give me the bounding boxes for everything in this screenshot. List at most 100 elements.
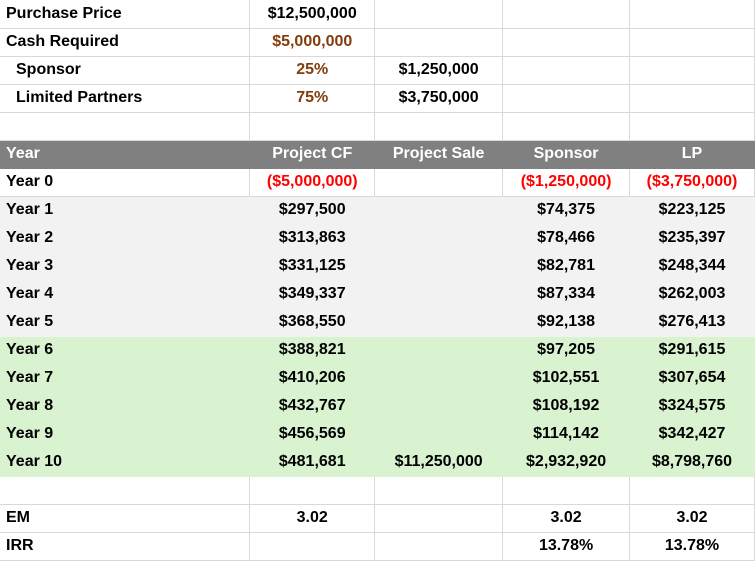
sponsor-cell[interactable]: $87,334 <box>502 280 631 309</box>
project-sale-cell[interactable] <box>374 392 504 421</box>
empty-cell[interactable] <box>249 476 376 505</box>
sponsor-amount[interactable]: $1,250,000 <box>374 56 504 85</box>
year-cell[interactable]: Year 3 <box>0 252 251 281</box>
irr-label[interactable]: IRR <box>0 532 251 561</box>
sponsor-cell[interactable]: $74,375 <box>502 196 631 225</box>
project-sale-cell[interactable] <box>374 252 504 281</box>
em-label[interactable]: EM <box>0 504 251 533</box>
empty-cell[interactable] <box>0 112 251 141</box>
empty-cell[interactable] <box>249 112 376 141</box>
project-sale-cell[interactable] <box>374 336 504 365</box>
header-project-sale[interactable]: Project Sale <box>374 140 504 169</box>
project-sale-cell[interactable] <box>374 196 504 225</box>
lp-pct[interactable]: 75% <box>249 84 376 113</box>
project-sale-cell[interactable] <box>374 420 504 449</box>
project-cf-cell[interactable]: $432,767 <box>249 392 376 421</box>
year-cell[interactable]: Year 4 <box>0 280 251 309</box>
project-cf-cell[interactable]: $481,681 <box>249 448 376 477</box>
sponsor-pct[interactable]: 25% <box>249 56 376 85</box>
project-cf-cell[interactable]: $456,569 <box>249 420 376 449</box>
empty-cell[interactable] <box>629 84 755 113</box>
lp-cell[interactable]: ($3,750,000) <box>629 168 755 197</box>
empty-cell[interactable] <box>374 476 504 505</box>
empty-cell[interactable] <box>629 28 755 57</box>
year-cell[interactable]: Year 2 <box>0 224 251 253</box>
year-cell[interactable]: Year 5 <box>0 308 251 337</box>
project-cf-cell[interactable]: $313,863 <box>249 224 376 253</box>
cash-required-label[interactable]: Cash Required <box>0 28 251 57</box>
empty-cell[interactable] <box>249 532 376 561</box>
sponsor-cell[interactable]: $78,466 <box>502 224 631 253</box>
sponsor-cell[interactable]: $82,781 <box>502 252 631 281</box>
header-project-cf[interactable]: Project CF <box>249 140 376 169</box>
project-sale-cell[interactable] <box>374 224 504 253</box>
sponsor-cell[interactable]: $114,142 <box>502 420 631 449</box>
empty-cell[interactable] <box>374 112 504 141</box>
project-sale-cell[interactable]: $11,250,000 <box>374 448 504 477</box>
empty-cell[interactable] <box>502 476 631 505</box>
sponsor-label[interactable]: Sponsor <box>0 56 251 85</box>
empty-cell[interactable] <box>374 532 504 561</box>
em-sponsor[interactable]: 3.02 <box>502 504 631 533</box>
cash-required-value[interactable]: $5,000,000 <box>249 28 376 57</box>
project-cf-cell[interactable]: $331,125 <box>249 252 376 281</box>
lp-label[interactable]: Limited Partners <box>0 84 251 113</box>
empty-cell[interactable] <box>502 56 631 85</box>
sponsor-cell[interactable]: $108,192 <box>502 392 631 421</box>
empty-cell[interactable] <box>629 56 755 85</box>
year-cell[interactable]: Year 9 <box>0 420 251 449</box>
lp-cell[interactable]: $307,654 <box>629 364 755 393</box>
lp-cell[interactable]: $276,413 <box>629 308 755 337</box>
purchase-price-value[interactable]: $12,500,000 <box>249 0 376 29</box>
project-cf-cell[interactable]: $410,206 <box>249 364 376 393</box>
project-sale-cell[interactable] <box>374 168 504 197</box>
year-cell[interactable]: Year 8 <box>0 392 251 421</box>
header-sponsor[interactable]: Sponsor <box>502 140 631 169</box>
lp-amount[interactable]: $3,750,000 <box>374 84 504 113</box>
lp-cell[interactable]: $235,397 <box>629 224 755 253</box>
sponsor-cell[interactable]: $2,932,920 <box>502 448 631 477</box>
project-cf-cell[interactable]: ($5,000,000) <box>249 168 376 197</box>
empty-cell[interactable] <box>502 112 631 141</box>
lp-cell[interactable]: $248,344 <box>629 252 755 281</box>
project-sale-cell[interactable] <box>374 364 504 393</box>
irr-lp[interactable]: 13.78% <box>629 532 755 561</box>
project-cf-cell[interactable]: $349,337 <box>249 280 376 309</box>
empty-cell[interactable] <box>502 0 631 29</box>
project-sale-cell[interactable] <box>374 308 504 337</box>
lp-cell[interactable]: $223,125 <box>629 196 755 225</box>
empty-cell[interactable] <box>0 476 251 505</box>
empty-cell[interactable] <box>629 112 755 141</box>
irr-sponsor[interactable]: 13.78% <box>502 532 631 561</box>
project-sale-cell[interactable] <box>374 280 504 309</box>
year-cell[interactable]: Year 7 <box>0 364 251 393</box>
empty-cell[interactable] <box>374 28 504 57</box>
project-cf-cell[interactable]: $368,550 <box>249 308 376 337</box>
empty-cell[interactable] <box>502 84 631 113</box>
year-cell[interactable]: Year 10 <box>0 448 251 477</box>
empty-cell[interactable] <box>629 0 755 29</box>
sponsor-cell[interactable]: $92,138 <box>502 308 631 337</box>
lp-cell[interactable]: $342,427 <box>629 420 755 449</box>
year-cell[interactable]: Year 0 <box>0 168 251 197</box>
lp-cell[interactable]: $262,003 <box>629 280 755 309</box>
sponsor-cell[interactable]: $97,205 <box>502 336 631 365</box>
header-lp[interactable]: LP <box>629 140 755 169</box>
header-year[interactable]: Year <box>0 140 251 169</box>
year-cell[interactable]: Year 1 <box>0 196 251 225</box>
purchase-price-label[interactable]: Purchase Price <box>0 0 251 29</box>
empty-cell[interactable] <box>374 504 504 533</box>
empty-cell[interactable] <box>374 0 504 29</box>
em-lp[interactable]: 3.02 <box>629 504 755 533</box>
lp-cell[interactable]: $324,575 <box>629 392 755 421</box>
em-project[interactable]: 3.02 <box>249 504 376 533</box>
empty-cell[interactable] <box>502 28 631 57</box>
lp-cell[interactable]: $8,798,760 <box>629 448 755 477</box>
project-cf-cell[interactable]: $297,500 <box>249 196 376 225</box>
year-cell[interactable]: Year 6 <box>0 336 251 365</box>
empty-cell[interactable] <box>629 476 755 505</box>
lp-cell[interactable]: $291,615 <box>629 336 755 365</box>
project-cf-cell[interactable]: $388,821 <box>249 336 376 365</box>
sponsor-cell[interactable]: $102,551 <box>502 364 631 393</box>
sponsor-cell[interactable]: ($1,250,000) <box>502 168 631 197</box>
